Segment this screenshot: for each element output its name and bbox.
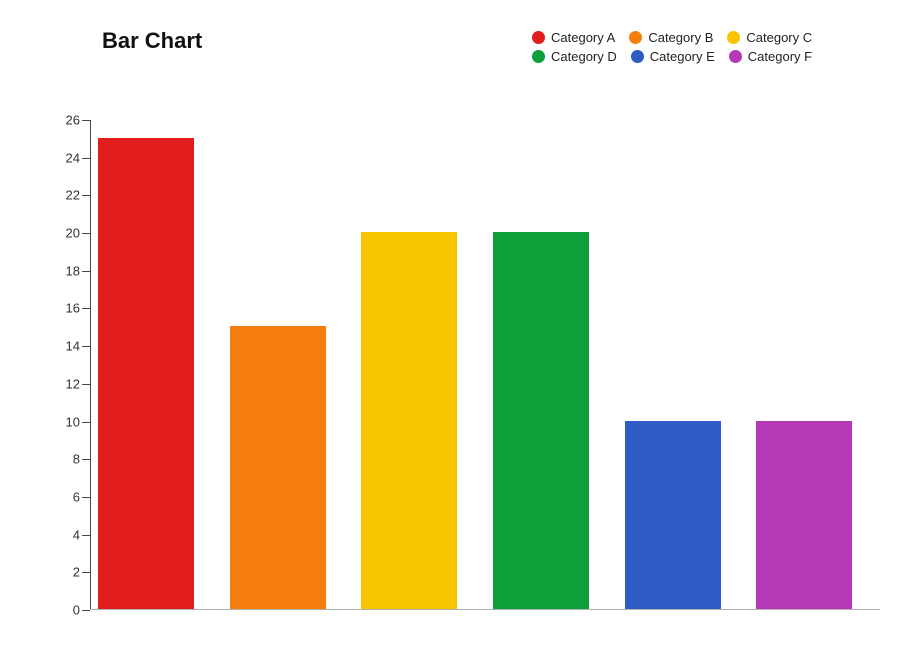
- plot-area: 02468101214161820222426: [90, 120, 880, 610]
- legend-swatch: [729, 50, 742, 63]
- legend-label: Category A: [551, 30, 615, 45]
- bar: [98, 138, 194, 609]
- legend-label: Category E: [650, 49, 715, 64]
- y-tick-label: 22: [66, 188, 80, 203]
- bar: [625, 421, 721, 609]
- y-tick-label: 10: [66, 414, 80, 429]
- y-tick-label: 12: [66, 376, 80, 391]
- y-tick-label: 0: [73, 603, 80, 618]
- y-tick-label: 26: [66, 113, 80, 128]
- y-tick: [82, 308, 90, 309]
- y-tick: [82, 120, 90, 121]
- legend-item: Category D: [532, 49, 617, 64]
- y-tick-label: 24: [66, 150, 80, 165]
- y-tick: [82, 459, 90, 460]
- legend-label: Category B: [648, 30, 713, 45]
- legend-label: Category C: [746, 30, 812, 45]
- y-tick-label: 20: [66, 226, 80, 241]
- y-tick: [82, 384, 90, 385]
- legend-item: Category E: [631, 49, 715, 64]
- legend-label: Category D: [551, 49, 617, 64]
- bar-chart: Bar Chart Category A Category B Category C…: [0, 0, 918, 669]
- y-tick: [82, 195, 90, 196]
- bar: [756, 421, 852, 609]
- chart-title: Bar Chart: [102, 28, 202, 54]
- y-tick: [82, 422, 90, 423]
- bars-group: [90, 120, 880, 610]
- y-tick-label: 8: [73, 452, 80, 467]
- y-tick: [82, 497, 90, 498]
- y-tick-label: 14: [66, 339, 80, 354]
- chart-legend: Category A Category B Category C Category D…: [532, 30, 882, 64]
- y-tick: [82, 610, 90, 611]
- legend-swatch: [629, 31, 642, 44]
- legend-label: Category F: [748, 49, 812, 64]
- y-tick: [82, 346, 90, 347]
- y-tick: [82, 271, 90, 272]
- legend-swatch: [727, 31, 740, 44]
- legend-item: Category A: [532, 30, 615, 45]
- y-tick-label: 2: [73, 565, 80, 580]
- y-tick-label: 6: [73, 489, 80, 504]
- y-tick: [82, 572, 90, 573]
- legend-item: Category B: [629, 30, 713, 45]
- y-tick: [82, 233, 90, 234]
- y-tick: [82, 158, 90, 159]
- legend-item: Category F: [729, 49, 812, 64]
- legend-item: Category C: [727, 30, 812, 45]
- bar: [361, 232, 457, 609]
- y-tick: [82, 535, 90, 536]
- legend-swatch: [532, 50, 545, 63]
- bar: [493, 232, 589, 609]
- bar: [230, 326, 326, 609]
- legend-swatch: [532, 31, 545, 44]
- y-tick-label: 16: [66, 301, 80, 316]
- y-tick-label: 4: [73, 527, 80, 542]
- y-tick-label: 18: [66, 263, 80, 278]
- legend-swatch: [631, 50, 644, 63]
